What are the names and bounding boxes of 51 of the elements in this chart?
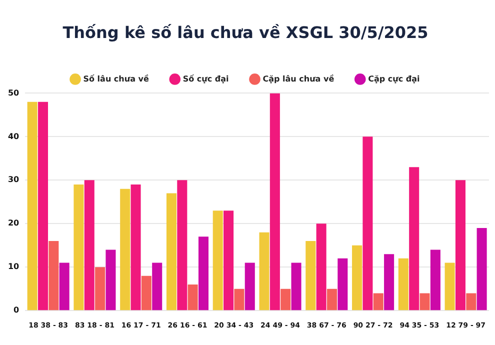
bar bbox=[224, 210, 234, 310]
bar bbox=[38, 102, 48, 310]
bar bbox=[188, 284, 198, 310]
bar bbox=[373, 293, 384, 310]
bar bbox=[130, 184, 141, 310]
bar bbox=[106, 250, 116, 310]
bar bbox=[306, 241, 316, 310]
y-tick-label: 10 bbox=[8, 262, 20, 272]
bar bbox=[198, 236, 209, 310]
bar bbox=[95, 267, 106, 310]
y-tick-label: 50 bbox=[8, 88, 20, 98]
chart-title: Thống kê số lâu chưa về XSGL 30/5/2025 bbox=[62, 22, 428, 42]
bar bbox=[430, 250, 440, 310]
y-tick-label: 20 bbox=[8, 218, 20, 228]
bar bbox=[84, 180, 94, 310]
bar bbox=[120, 188, 130, 310]
bar bbox=[152, 262, 162, 310]
y-tick-label: 0 bbox=[14, 306, 20, 315]
y-tick-label: 30 bbox=[8, 175, 20, 184]
bar bbox=[352, 245, 362, 310]
bar bbox=[398, 258, 408, 310]
bar bbox=[409, 167, 420, 310]
bar bbox=[444, 262, 455, 310]
legend-label: Số cực đại bbox=[182, 74, 230, 84]
bar bbox=[291, 262, 302, 310]
bar bbox=[420, 293, 430, 310]
bar bbox=[177, 180, 188, 310]
bar bbox=[27, 102, 38, 310]
bar bbox=[234, 288, 244, 310]
bar bbox=[316, 224, 326, 310]
bar bbox=[338, 258, 348, 310]
bar bbox=[166, 193, 176, 310]
bar bbox=[466, 293, 476, 310]
bar bbox=[384, 254, 394, 310]
y-tick-label: 40 bbox=[8, 132, 20, 141]
legend-label: Cặp cực đại bbox=[368, 74, 420, 84]
bar bbox=[280, 288, 291, 310]
bar bbox=[476, 228, 487, 310]
bar bbox=[270, 93, 280, 310]
legend-label: Số lâu chưa về bbox=[83, 74, 150, 84]
bar bbox=[455, 180, 466, 310]
bar bbox=[326, 288, 337, 310]
bar bbox=[48, 241, 59, 310]
bar bbox=[362, 136, 373, 310]
legend-label: Cặp lâu chưa về bbox=[262, 74, 335, 84]
bar bbox=[259, 232, 270, 310]
bar bbox=[141, 276, 152, 310]
bar bbox=[244, 262, 255, 310]
bar bbox=[212, 210, 223, 310]
bar bbox=[74, 184, 84, 310]
bar bbox=[59, 262, 70, 310]
